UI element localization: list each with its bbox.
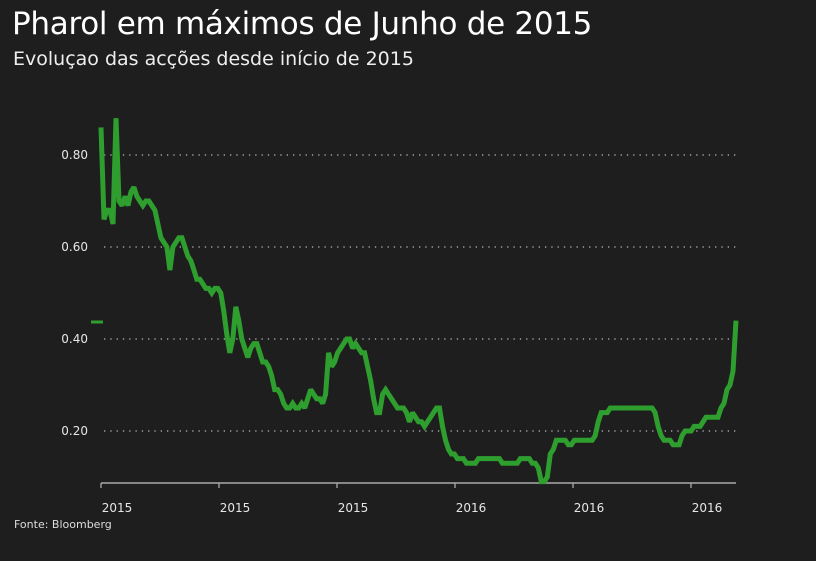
x-tick-label: 2016	[692, 501, 723, 515]
y-tick-label: 0.40	[61, 332, 88, 346]
x-tick-label: 2015	[220, 501, 251, 515]
x-tick-label: 2016	[574, 501, 605, 515]
chart-subtitle: Evoluçao das acções desde início de 2015	[13, 48, 414, 70]
series-line	[98, 118, 739, 485]
x-tick-label: 2016	[456, 501, 487, 515]
x-tick-label: 2015	[338, 501, 369, 515]
y-tick-label: 0.80	[61, 148, 88, 162]
y-tick-label: 0.60	[61, 240, 88, 254]
x-tick-label: 2015	[102, 501, 133, 515]
chart-title: Pharol em máximos de Junho de 2015	[12, 6, 593, 42]
source-note: Fonte: Bloomberg	[14, 518, 112, 531]
y-tick-label: 0.20	[61, 424, 88, 438]
